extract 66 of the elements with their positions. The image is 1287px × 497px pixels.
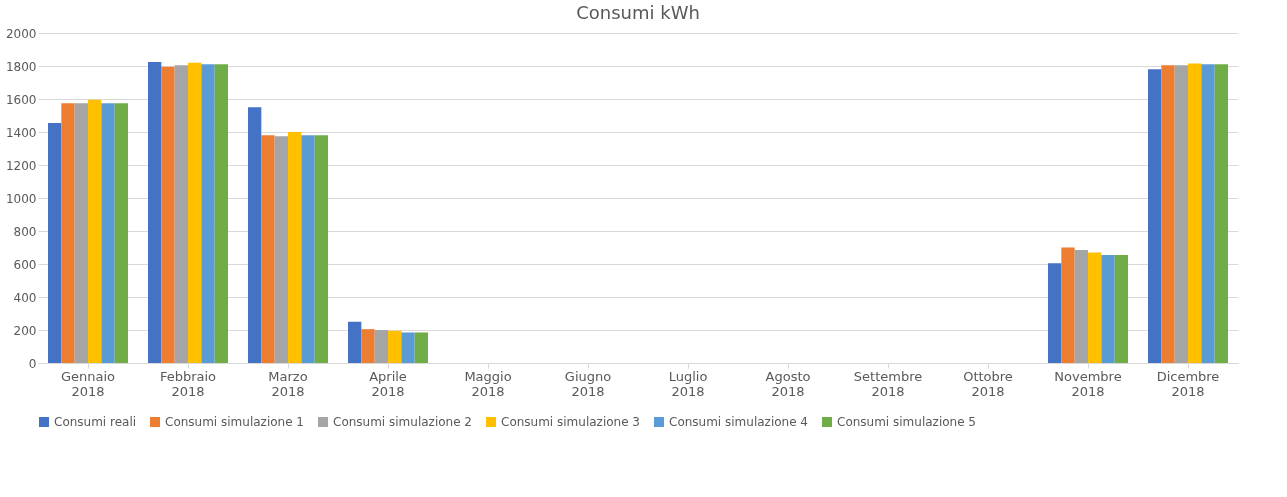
legend-label: Consumi simulazione 4 [669,415,809,429]
bar [101,103,115,363]
legend-label: Consumi simulazione 2 [333,415,473,429]
y-tick-label: 800 [13,224,37,239]
bar [188,62,202,363]
y-tick-label: 1200 [5,158,37,173]
bar [1201,64,1215,363]
bar [1074,249,1088,363]
bar [1161,65,1175,363]
x-tick-label: Gennaio 2018 [60,368,116,399]
bar [201,64,215,363]
bar [1188,63,1202,363]
y-tick-label: 0 [28,356,37,371]
bar [348,321,362,363]
x-tick-label: Agosto 2018 [765,368,811,399]
bar [214,64,228,363]
bar [388,330,402,363]
bar [1061,247,1075,363]
bar [1148,69,1162,363]
legend-label: Consumi simulazione 5 [837,415,977,429]
bar [174,65,188,363]
x-tick-label: Maggio 2018 [464,368,512,399]
y-tick-label: 400 [13,290,37,305]
bar [88,99,102,363]
y-tick-label: 1400 [5,125,37,140]
x-tick-label: Dicembre 2018 [1156,368,1220,399]
bar [48,122,62,363]
bar [314,135,328,363]
bar [1114,254,1128,363]
y-tick-label: 1000 [5,191,37,206]
x-tick-label: Aprile 2018 [369,368,407,399]
bar [288,132,302,363]
y-tick-label: 1800 [5,59,37,74]
x-tick-label: Luglio 2018 [668,368,708,399]
y-tick-label: 1600 [5,92,37,107]
bar [1048,263,1062,363]
bar [148,61,162,363]
bar [274,136,288,363]
bar [374,330,388,363]
y-tick-label: 600 [13,257,37,272]
x-tick-label: Novembre 2018 [1054,368,1122,399]
chart-title: Consumi kWh [576,2,700,23]
x-tick-label: Settembre 2018 [853,368,923,399]
bar [114,103,128,363]
bar [248,107,262,363]
y-tick-label: 200 [13,323,37,338]
bar [1214,64,1228,363]
y-tick-label: 2000 [5,26,37,41]
legend-label: Consumi simulazione 1 [165,415,305,429]
x-tick-label: Marzo 2018 [268,368,308,399]
bar [1088,252,1102,363]
bar [361,329,375,363]
bar [74,103,88,363]
bar [61,103,75,363]
bar [414,332,428,363]
bar [161,66,175,363]
x-tick-label: Febbraio 2018 [159,368,217,399]
x-tick-label: Ottobre 2018 [963,368,1013,399]
bar [1101,254,1115,363]
bar [301,135,315,363]
legend-label: Consumi reali [54,415,137,429]
legend-label: Consumi simulazione 3 [501,415,641,429]
bar [261,135,275,363]
bar [401,332,415,363]
x-tick-label: Giugno 2018 [564,368,612,399]
bar [1174,65,1188,363]
